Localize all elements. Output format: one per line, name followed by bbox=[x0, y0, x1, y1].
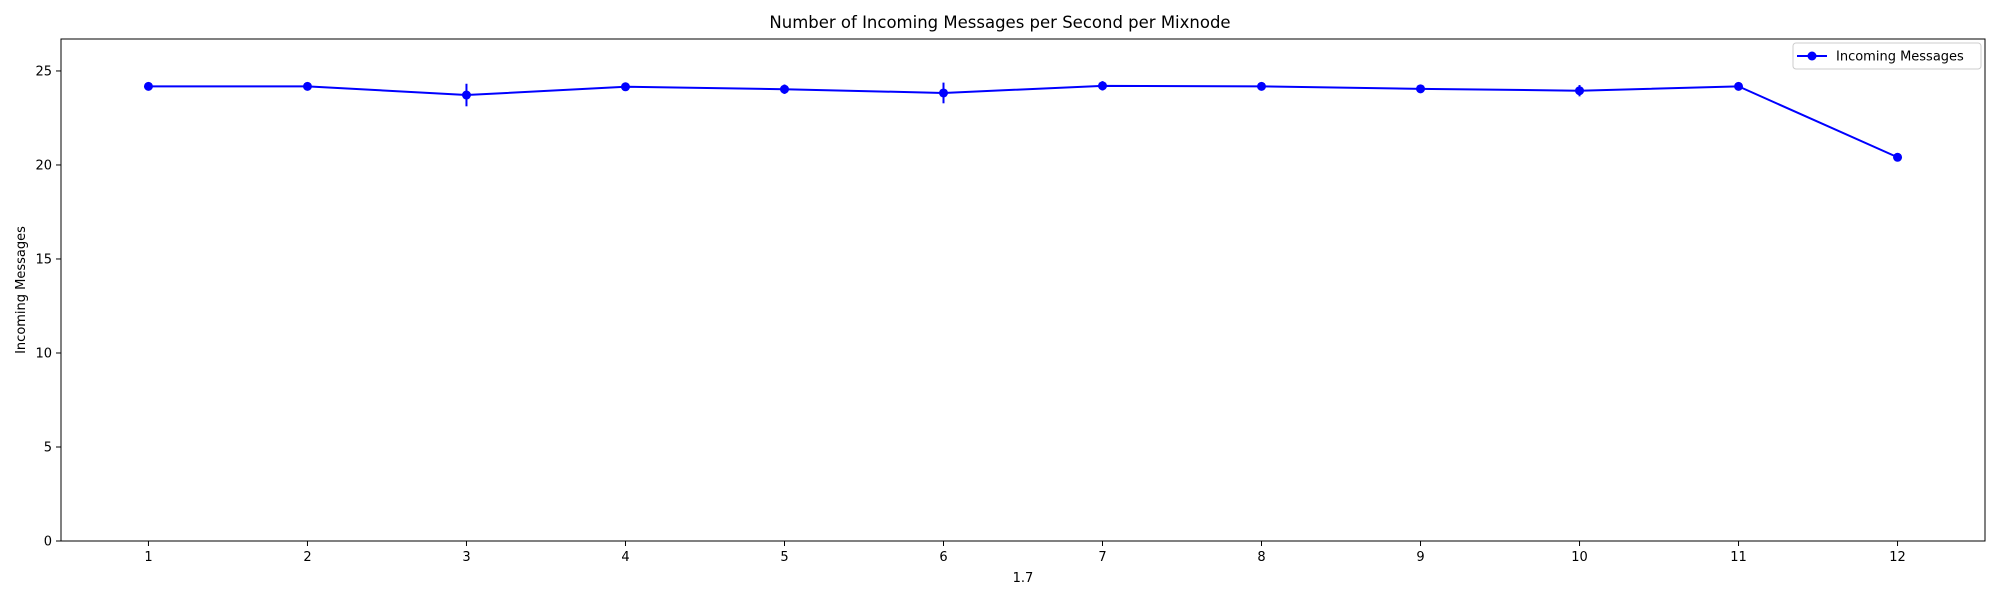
x-tick-label: 9 bbox=[1416, 550, 1424, 565]
data-point bbox=[1575, 86, 1585, 96]
x-tick-label: 7 bbox=[1098, 550, 1106, 565]
plot-layer bbox=[143, 81, 1903, 162]
x-tick-label: 4 bbox=[621, 550, 629, 565]
data-point bbox=[302, 81, 312, 91]
data-point bbox=[1416, 84, 1426, 94]
x-tick-label: 10 bbox=[1571, 550, 1588, 565]
legend-label: Incoming Messages bbox=[1836, 50, 1964, 65]
data-point bbox=[1098, 81, 1108, 91]
data-point bbox=[1893, 152, 1903, 162]
data-point bbox=[1257, 81, 1267, 91]
x-tick-label: 1 bbox=[144, 550, 152, 565]
y-axis-label: Incoming Messages bbox=[14, 226, 29, 354]
y-tick-label: 15 bbox=[35, 252, 52, 267]
y-tick-label: 20 bbox=[35, 158, 52, 173]
y-tick-label: 25 bbox=[35, 64, 52, 79]
chart-title: Number of Incoming Messages per Second p… bbox=[769, 13, 1230, 32]
data-point bbox=[461, 90, 471, 100]
x-axis-label: 1.7 bbox=[1013, 571, 1034, 586]
data-point bbox=[1734, 81, 1744, 91]
x-tick-label: 2 bbox=[303, 550, 311, 565]
x-tick-label: 6 bbox=[939, 550, 947, 565]
y-tick-label: 0 bbox=[44, 535, 52, 550]
data-point bbox=[143, 81, 153, 91]
data-point bbox=[938, 88, 948, 98]
legend-frame bbox=[1792, 42, 1982, 70]
data-point bbox=[620, 82, 630, 92]
x-tick-label: 8 bbox=[1257, 550, 1265, 565]
legend-marker-swatch bbox=[1807, 51, 1817, 61]
y-tick-label: 5 bbox=[44, 440, 52, 455]
data-point bbox=[779, 84, 789, 94]
x-tick-label: 5 bbox=[780, 550, 788, 565]
legend: Incoming Messages bbox=[1792, 42, 1982, 70]
x-tick-label: 11 bbox=[1730, 550, 1747, 565]
series-line bbox=[148, 84, 1898, 159]
x-tick-label: 12 bbox=[1889, 550, 1906, 565]
plot-frame bbox=[60, 38, 1986, 542]
x-tick-label: 3 bbox=[462, 550, 470, 565]
y-tick-label: 10 bbox=[35, 346, 52, 361]
